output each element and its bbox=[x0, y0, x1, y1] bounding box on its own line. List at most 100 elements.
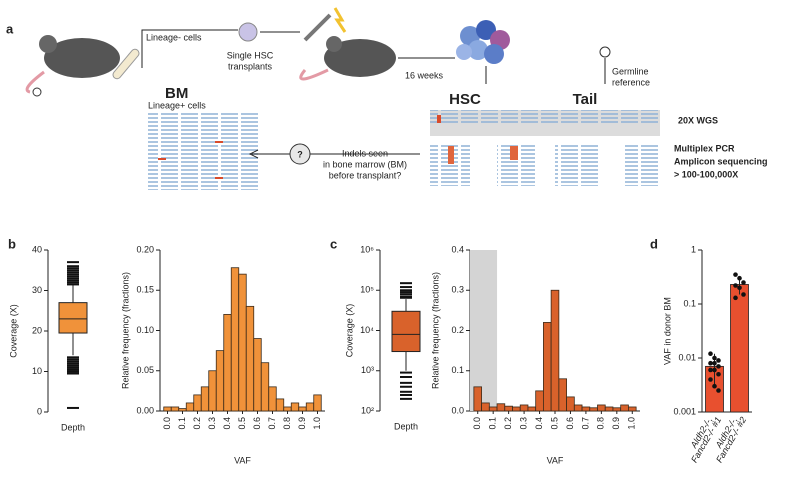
x-tick-label: 0.2 bbox=[503, 417, 513, 430]
data-point bbox=[716, 358, 721, 363]
label: > 100-100,000X bbox=[674, 169, 738, 179]
bar bbox=[543, 322, 552, 412]
bar bbox=[283, 406, 292, 412]
bar bbox=[473, 386, 482, 412]
y-tick-label: 0.00 bbox=[136, 405, 154, 415]
y-axis-label: Relative frequency (fractions) bbox=[430, 272, 440, 389]
label: ? bbox=[297, 149, 303, 159]
bar bbox=[208, 370, 217, 412]
panel-label: b bbox=[8, 236, 16, 251]
x-tick-label: 0.1 bbox=[488, 417, 498, 430]
question-circle bbox=[289, 143, 311, 165]
x-tick-label: 0.3 bbox=[518, 417, 528, 430]
data-point bbox=[712, 355, 717, 361]
hsc-cluster bbox=[456, 20, 510, 64]
x-tick-label: 0.8 bbox=[596, 417, 606, 430]
label: Single HSC bbox=[227, 50, 274, 60]
box bbox=[58, 302, 88, 334]
x-tick-label: 0.0 bbox=[472, 417, 482, 430]
label: Germline bbox=[612, 66, 649, 76]
mouse bbox=[324, 39, 396, 77]
y-axis-label: Coverage (X) bbox=[344, 304, 354, 358]
bar bbox=[253, 338, 262, 412]
bar bbox=[519, 404, 529, 412]
bar bbox=[481, 402, 490, 412]
bar bbox=[628, 406, 637, 412]
x-tick-label: 0.8 bbox=[282, 417, 292, 430]
indel bbox=[448, 146, 454, 164]
label: Amplicon sequencing bbox=[674, 156, 768, 166]
y-tick-label: 0.01 bbox=[678, 352, 696, 362]
y-tick-label: 10⁶ bbox=[360, 244, 374, 254]
bar bbox=[170, 406, 180, 412]
reads-block bbox=[555, 144, 599, 186]
bar bbox=[496, 403, 506, 412]
bar bbox=[612, 407, 622, 412]
x-tick-label: 1.0 bbox=[312, 417, 322, 430]
y-tick-label: 0.05 bbox=[136, 365, 154, 375]
bar bbox=[488, 406, 498, 412]
bar bbox=[604, 406, 614, 412]
y-tick-label: 0.1 bbox=[683, 298, 696, 308]
germline-icon bbox=[32, 87, 42, 97]
bar bbox=[620, 404, 629, 412]
data-point bbox=[737, 275, 742, 281]
y-tick-label: 0 bbox=[37, 406, 42, 416]
bar bbox=[305, 402, 315, 412]
bar bbox=[730, 284, 749, 413]
y-tick-label: 10⁵ bbox=[360, 285, 374, 295]
data-point bbox=[716, 371, 721, 377]
data-point bbox=[716, 388, 721, 393]
box bbox=[391, 310, 421, 353]
y-axis-label: Coverage (X) bbox=[8, 304, 18, 358]
data-point bbox=[737, 285, 742, 291]
bar bbox=[589, 407, 598, 412]
y-tick-label: 30 bbox=[32, 285, 42, 295]
bar bbox=[200, 386, 210, 412]
y-tick-label: 10² bbox=[361, 405, 374, 415]
label: reference bbox=[612, 77, 650, 87]
data-point bbox=[741, 292, 746, 297]
bar bbox=[163, 406, 172, 412]
y-tick-label: 0.1 bbox=[451, 365, 464, 375]
bar bbox=[275, 398, 285, 412]
x-tick-label: 0.5 bbox=[237, 417, 247, 430]
y-tick-label: 0.10 bbox=[136, 325, 154, 335]
reads-block bbox=[625, 144, 661, 186]
bar bbox=[193, 394, 202, 412]
arrow bbox=[141, 29, 238, 68]
bar bbox=[238, 273, 247, 412]
syringe bbox=[303, 13, 332, 42]
y-tick-label: 0.4 bbox=[451, 244, 464, 254]
mouse-ear bbox=[326, 36, 342, 52]
y-axis-label: Relative frequency (fractions) bbox=[120, 272, 130, 389]
label: in bone marrow (BM) bbox=[323, 159, 407, 169]
bar bbox=[535, 390, 544, 412]
x-tick-label: 0.1 bbox=[177, 417, 187, 430]
x-tick-label: 0.7 bbox=[267, 417, 277, 430]
label: transplants bbox=[228, 61, 273, 71]
data-point bbox=[712, 367, 717, 373]
mouse bbox=[44, 38, 120, 78]
y-tick-label: 0.0 bbox=[451, 405, 464, 415]
y-tick-label: 40 bbox=[32, 244, 42, 254]
mouse-ear bbox=[39, 35, 57, 53]
y-tick-label: 20 bbox=[32, 325, 42, 335]
bar bbox=[245, 305, 255, 412]
lightning bbox=[333, 7, 347, 33]
panel-label: a bbox=[6, 21, 14, 36]
y-tick-label: 0.001 bbox=[673, 406, 696, 416]
reads-block bbox=[430, 110, 660, 124]
y-tick-label: 0.3 bbox=[451, 285, 464, 295]
reads-block bbox=[148, 112, 260, 190]
x-tick-label: 0.5 bbox=[549, 417, 559, 430]
x-tick-label: 0.3 bbox=[207, 417, 217, 430]
data-point bbox=[708, 360, 713, 366]
bar bbox=[550, 289, 560, 412]
indel bbox=[215, 177, 223, 179]
bar bbox=[527, 406, 537, 412]
data-point bbox=[712, 383, 717, 389]
shaded-region bbox=[470, 250, 498, 411]
label: BM bbox=[165, 85, 188, 102]
